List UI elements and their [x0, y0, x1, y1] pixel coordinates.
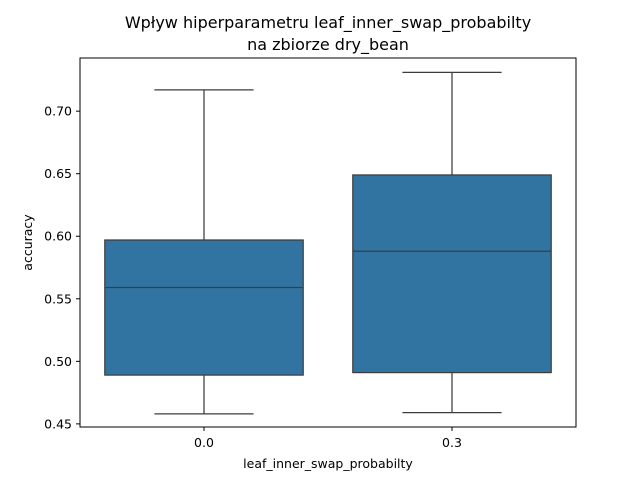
y-tick-label: 0.45: [44, 416, 72, 431]
x-tick-label: 0.0: [194, 435, 214, 450]
axes-frame: [79, 57, 577, 428]
y-tick-label: 0.70: [44, 104, 72, 119]
box-group-0.0: [104, 89, 304, 415]
chart-title-line-2: na zbiorze dry_bean: [247, 35, 409, 55]
x-axis: 0.0 0.3: [194, 427, 462, 450]
x-tick-label: 0.3: [442, 435, 462, 450]
box-iqr: [104, 239, 304, 376]
box-iqr: [352, 174, 552, 374]
y-tick-label: 0.55: [44, 291, 72, 306]
box-group-0.3: [352, 71, 552, 414]
y-axis: 0.45 0.50 0.55 0.60 0.65 0.70: [44, 104, 80, 431]
y-tick-label: 0.50: [44, 354, 72, 369]
x-axis-label: leaf_inner_swap_probabilty: [243, 456, 413, 471]
chart-title-line-1: Wpływ hiperparametru leaf_inner_swap_pro…: [125, 13, 531, 33]
y-axis-label: accuracy: [20, 214, 35, 271]
plot-area: [104, 71, 552, 415]
y-tick-label: 0.60: [44, 229, 72, 244]
y-tick-label: 0.65: [44, 166, 72, 181]
